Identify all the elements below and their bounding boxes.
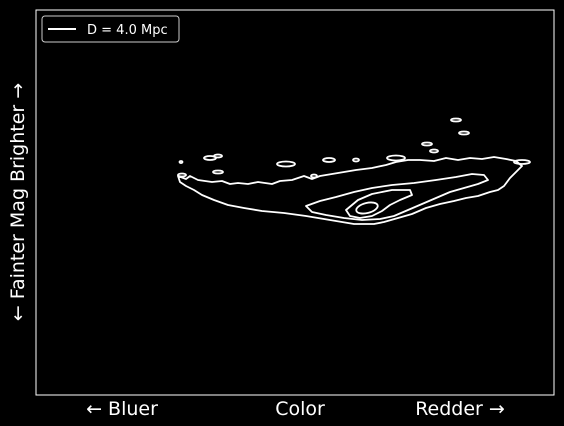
contour-level-4 bbox=[355, 201, 379, 215]
contour-group bbox=[177, 117, 531, 225]
contour-island bbox=[177, 172, 187, 178]
contour-island bbox=[421, 141, 433, 147]
contour-island bbox=[458, 130, 470, 136]
y-axis-label: ← Fainter Mag Brighter → bbox=[7, 83, 29, 321]
contour-level-2 bbox=[305, 173, 489, 221]
contour-island bbox=[213, 153, 223, 159]
plot-frame bbox=[35, 9, 555, 396]
contour-level-1 bbox=[177, 156, 523, 225]
x-axis-label-left: ← Bluer bbox=[86, 398, 158, 420]
x-axis-label-center: Color bbox=[275, 398, 325, 420]
contour-island bbox=[178, 160, 184, 164]
contour-island bbox=[450, 117, 462, 123]
contour-island bbox=[310, 173, 318, 179]
contour-level-3 bbox=[345, 189, 413, 219]
contour-island bbox=[429, 148, 439, 154]
contour-island bbox=[212, 169, 224, 175]
contour-island bbox=[352, 157, 360, 163]
contour-island bbox=[322, 157, 336, 163]
legend-box bbox=[41, 15, 180, 43]
contour-island bbox=[276, 160, 296, 168]
contour-island bbox=[513, 159, 531, 165]
legend: D = 4.0 Mpc bbox=[41, 15, 180, 43]
legend-label: D = 4.0 Mpc bbox=[87, 23, 168, 38]
contour-island bbox=[386, 154, 406, 162]
x-axis-label-right: Redder → bbox=[415, 398, 505, 420]
